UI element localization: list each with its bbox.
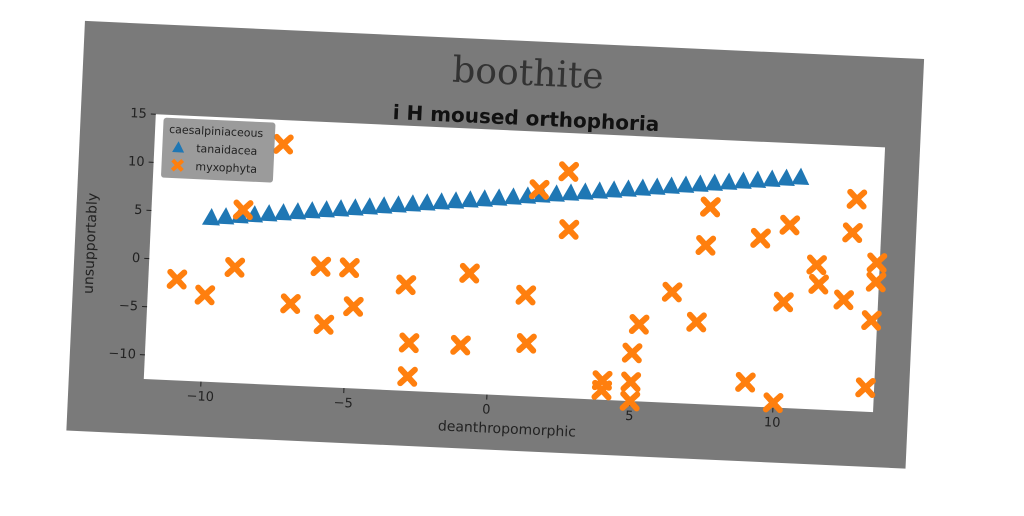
x-tick-label: 5 [625, 409, 634, 424]
y-tick-label: 15 [130, 106, 147, 122]
y-tick-label: −10 [108, 346, 136, 362]
legend-label-tanaidacea: tanaidacea [196, 142, 258, 158]
x-tick-label: −10 [186, 389, 214, 405]
x-tick-label: 0 [482, 402, 491, 417]
y-tick-label: 5 [134, 203, 143, 218]
legend: caesalpiniaceous tanaidacea myxophyta [161, 118, 276, 183]
y-tick-label: 0 [132, 251, 141, 266]
figure-suptitle: boothite [452, 50, 605, 98]
y-tick-label: 10 [128, 154, 145, 170]
x-tick-label: −5 [333, 396, 353, 412]
y-tick-label: −5 [119, 299, 139, 315]
x-tick-label: 10 [764, 415, 781, 431]
